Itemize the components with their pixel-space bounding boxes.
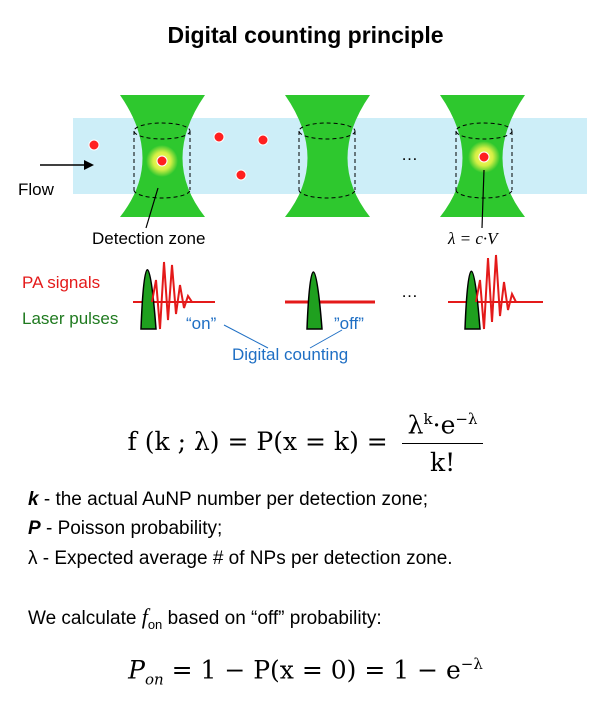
calc-statement: We calculate fon based on “off” probabil…	[28, 604, 382, 632]
laser-beam-2	[285, 95, 370, 217]
counting-pointer-off	[309, 329, 343, 349]
flow-arrow	[40, 160, 94, 170]
signal-off	[285, 271, 375, 330]
definition-k: k - the actual AuNP number per detection…	[28, 489, 428, 510]
definition-p: P - Poisson probability;	[28, 518, 223, 539]
lambda-definition-label: λ = c·V	[448, 229, 498, 248]
on-label: “on”	[186, 314, 217, 333]
off-label: ”off”	[334, 314, 364, 333]
pa-signals-label: PA signals	[22, 273, 101, 292]
signal-on-1	[133, 261, 215, 330]
formula-lhs: f (k ; λ) = P(x = k) =	[127, 427, 388, 457]
particle	[156, 155, 168, 167]
formula-numerator: λk·e−λ	[401, 410, 484, 445]
flow-label: Flow	[18, 180, 54, 199]
formula-denominator: k!	[429, 448, 456, 478]
ellipsis-signals: …	[401, 282, 418, 301]
definition-lambda: λ - Expected average # of NPs per detect…	[28, 548, 453, 569]
detection-zone-label: Detection zone	[92, 229, 206, 248]
particle	[478, 151, 490, 163]
laser-beam-1	[120, 95, 205, 217]
particle	[213, 131, 225, 143]
digital-counting-label: Digital counting	[232, 345, 349, 364]
ellipsis-channel: …	[401, 145, 418, 164]
particle	[88, 139, 100, 151]
particle	[235, 169, 247, 181]
lambda-pointer	[481, 169, 485, 229]
laser-beam-3	[440, 95, 525, 217]
counting-pointer-on	[223, 324, 269, 349]
page-title: Digital counting principle	[167, 22, 444, 48]
formula-fraction: λk·e−λ k!	[401, 410, 484, 478]
laser-pulses-label: Laser pulses	[22, 309, 119, 328]
counting-diagram	[40, 95, 587, 349]
particle	[257, 134, 269, 146]
pon-formula: Pon = 1 − P(x = 0) = 1 − e−λ	[128, 655, 483, 689]
detection-zone-pointer	[145, 187, 159, 229]
signal-on-2	[448, 254, 543, 330]
poisson-formula: f (k ; λ) = P(x = k) = λk·e−λ k!	[0, 410, 611, 477]
